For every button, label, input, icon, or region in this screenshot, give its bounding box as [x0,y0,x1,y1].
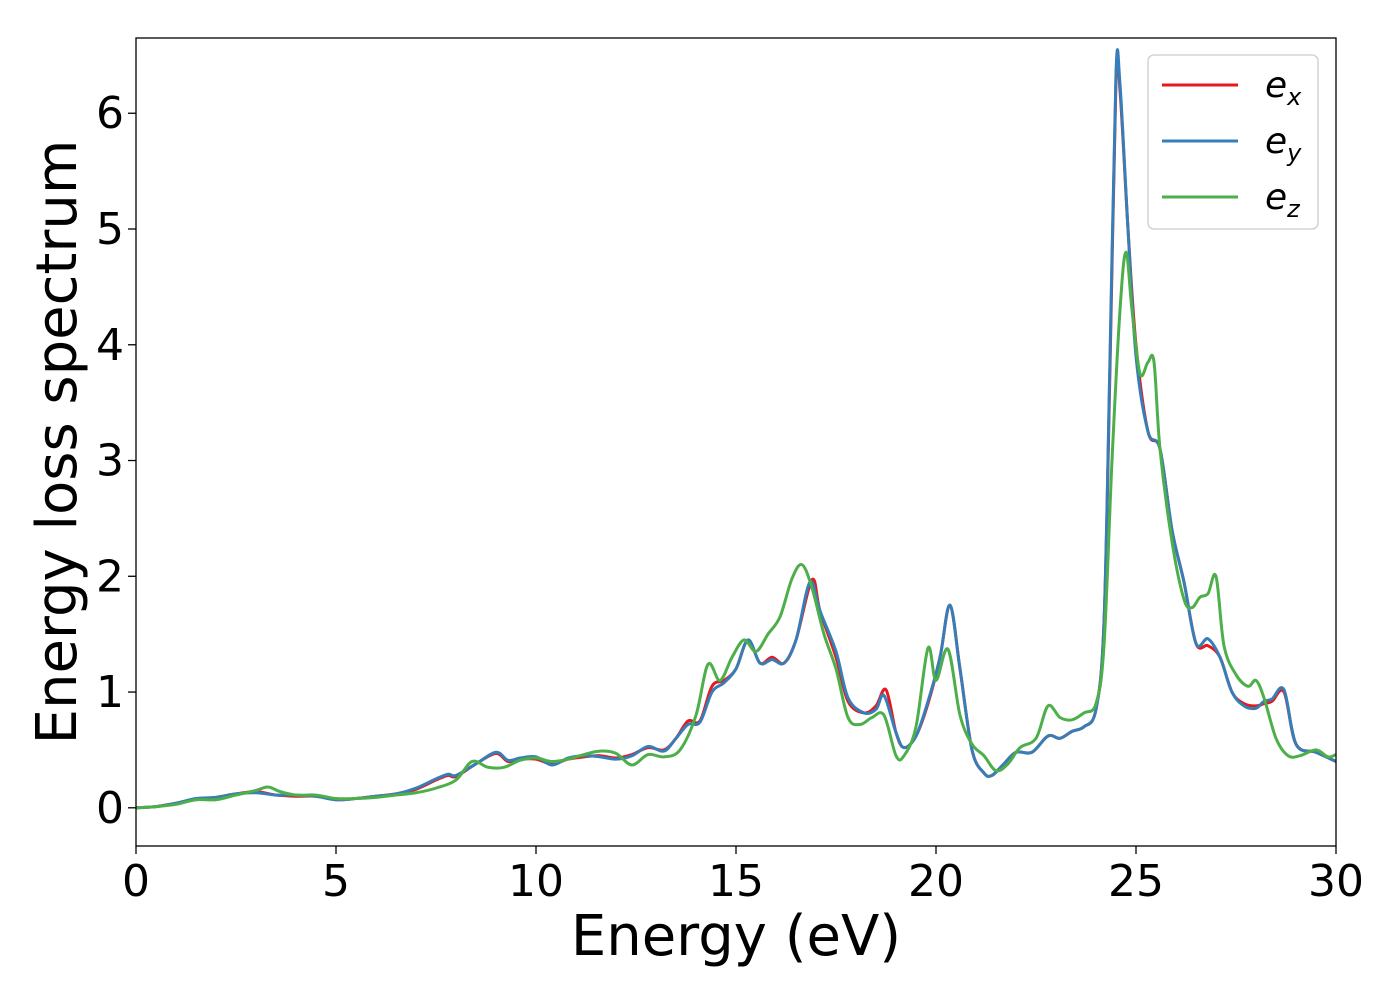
legend: ex ey ez [1147,54,1319,230]
x-axis: 0 5 10 15 20 25 30 [122,846,1364,907]
series-layer [136,48,1336,810]
legend-label-y: ey [1265,121,1302,167]
y-tick-label: 5 [96,204,124,255]
y-tick-label: 2 [96,551,124,602]
x-tick-label: 10 [508,856,564,907]
y-tick-label: 6 [96,88,124,139]
y-tick-label: 4 [96,320,124,371]
y-axis: 0 1 2 3 4 5 6 [96,88,136,834]
legend-label-z: ez [1265,177,1301,223]
x-tick-label: 5 [322,856,350,907]
x-tick-label: 20 [908,856,964,907]
y-tick-label: 3 [96,436,124,487]
y-axis-title: Energy loss spectrum [25,140,90,745]
series-line-z [136,250,1336,810]
y-tick-label: 0 [96,783,124,834]
legend-label-x: ex [1265,65,1302,111]
x-tick-label: 15 [708,856,764,907]
x-tick-label: 25 [1108,856,1164,907]
x-tick-label: 0 [122,856,150,907]
x-axis-title: Energy (eV) [571,904,901,969]
y-tick-label: 1 [96,667,124,718]
x-tick-label: 30 [1308,856,1364,907]
series-line-y [136,48,1336,810]
